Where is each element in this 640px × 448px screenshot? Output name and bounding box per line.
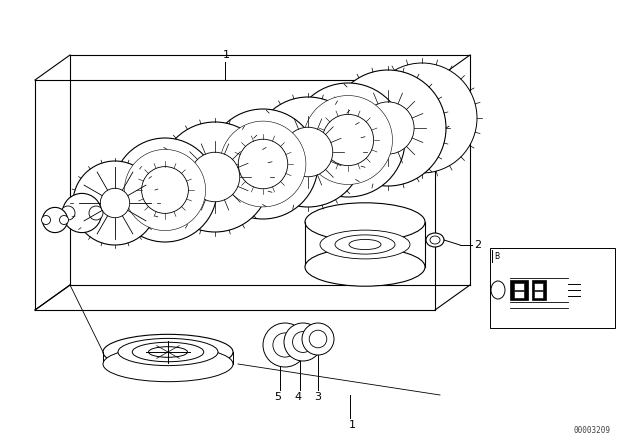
- Ellipse shape: [73, 161, 157, 245]
- Ellipse shape: [148, 347, 188, 358]
- Ellipse shape: [302, 323, 334, 355]
- Ellipse shape: [404, 100, 440, 136]
- Text: 5: 5: [275, 392, 282, 402]
- Ellipse shape: [263, 323, 307, 367]
- Text: 1: 1: [349, 420, 355, 430]
- Text: 4: 4: [294, 392, 301, 402]
- Text: 3: 3: [314, 392, 321, 402]
- Bar: [534, 291, 543, 298]
- Text: 00003209: 00003209: [573, 426, 610, 435]
- Ellipse shape: [330, 70, 446, 186]
- Bar: [534, 283, 543, 290]
- Ellipse shape: [309, 330, 327, 348]
- Ellipse shape: [253, 97, 363, 207]
- Ellipse shape: [42, 207, 68, 233]
- Ellipse shape: [113, 138, 217, 242]
- Ellipse shape: [335, 235, 395, 254]
- Ellipse shape: [305, 203, 425, 241]
- Ellipse shape: [292, 332, 314, 353]
- Bar: [510, 280, 528, 300]
- Ellipse shape: [284, 323, 322, 361]
- Ellipse shape: [323, 114, 374, 166]
- Ellipse shape: [103, 346, 233, 382]
- Ellipse shape: [118, 338, 218, 366]
- Bar: [514, 283, 524, 290]
- Ellipse shape: [349, 239, 381, 250]
- Ellipse shape: [320, 230, 410, 259]
- Ellipse shape: [63, 194, 102, 233]
- Ellipse shape: [103, 334, 233, 370]
- Ellipse shape: [220, 121, 306, 207]
- Ellipse shape: [367, 63, 477, 173]
- Ellipse shape: [124, 150, 205, 231]
- Ellipse shape: [430, 236, 440, 244]
- Ellipse shape: [426, 233, 444, 247]
- Ellipse shape: [160, 122, 270, 232]
- Ellipse shape: [89, 206, 103, 220]
- Bar: [490, 248, 615, 328]
- Ellipse shape: [190, 152, 240, 202]
- Text: 1: 1: [223, 50, 230, 60]
- Bar: [514, 291, 524, 298]
- Ellipse shape: [377, 73, 467, 163]
- Ellipse shape: [390, 86, 454, 150]
- Ellipse shape: [42, 215, 51, 224]
- Ellipse shape: [284, 127, 333, 177]
- Ellipse shape: [208, 109, 318, 219]
- Ellipse shape: [141, 167, 188, 213]
- Text: B: B: [494, 252, 499, 261]
- Ellipse shape: [491, 281, 505, 299]
- Ellipse shape: [303, 95, 392, 185]
- Ellipse shape: [305, 248, 425, 286]
- Ellipse shape: [238, 139, 288, 189]
- Ellipse shape: [100, 188, 130, 218]
- Bar: [532, 280, 546, 300]
- Ellipse shape: [132, 342, 204, 362]
- Text: 2: 2: [474, 240, 481, 250]
- Ellipse shape: [291, 83, 405, 197]
- Ellipse shape: [61, 206, 75, 220]
- Ellipse shape: [273, 333, 297, 357]
- Ellipse shape: [362, 102, 414, 154]
- Ellipse shape: [60, 215, 68, 224]
